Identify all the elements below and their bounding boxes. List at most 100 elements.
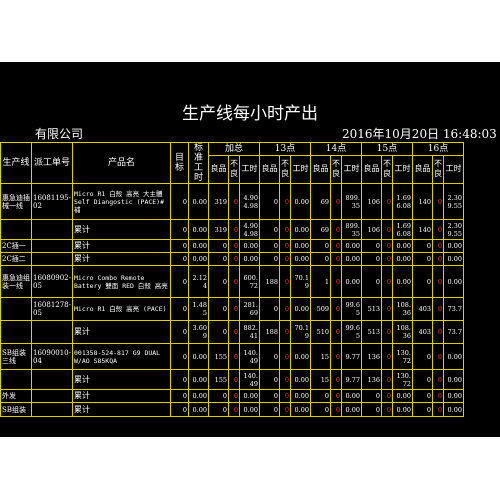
cell-value: 513 [361, 297, 382, 321]
cell-value: 0 [279, 239, 291, 253]
cell-value: 0 [330, 343, 342, 370]
cell-value: 0 [170, 239, 189, 253]
cell-value: 0.00 [443, 252, 464, 266]
cell-value: 0 [330, 320, 342, 344]
cell-value: 69 [310, 219, 331, 240]
cell-value: 0 [279, 297, 291, 321]
cell-value: 0.00 [290, 183, 311, 220]
cell-value: 108. 36 [392, 320, 413, 344]
cell-value: 9.77 [341, 343, 362, 370]
cell-value: 0 [432, 252, 444, 266]
cell-value: 0.00 [188, 343, 209, 370]
cell-value: 0 [361, 239, 382, 253]
cell-value: 0 [381, 265, 393, 298]
cell-value: 0.00 [239, 389, 260, 403]
sub-header-hours: 工时 [392, 154, 413, 185]
cell-product: Micro R1 白殼 高亮 (PACE) [72, 297, 171, 321]
cell-value: 0 [432, 320, 444, 344]
sub-header-row: 良品 不良 工时 良品 不良 工时 良品 不良 工时 良品 不良 工时 良品 不良 工时 [1, 154, 464, 185]
cell-value: 0.00 [188, 369, 209, 390]
cell-value: 15 [310, 369, 331, 390]
cell-value: 0.00 [443, 389, 464, 403]
sub-header-bad: 不良 [381, 154, 393, 185]
cell-value: 0 [208, 239, 229, 253]
cell-value: 1.48 5 [188, 297, 209, 321]
cell-value: 0 [170, 252, 189, 266]
sub-header-good: 良品 [361, 154, 382, 185]
cell-value: 0 [361, 252, 382, 266]
cell-value: 0 [259, 219, 280, 240]
cell-value: 0.00 [239, 402, 260, 417]
cell-value: 0 [228, 219, 240, 240]
cell-value: 0 [432, 402, 444, 417]
cell-value: 0.00 [392, 239, 413, 253]
cell-value: 0 [330, 219, 342, 240]
sub-header-good: 良品 [208, 154, 229, 185]
cell-value: 0.00 [188, 219, 209, 240]
cell-value: 0 [432, 389, 444, 403]
sub-header-hours: 工时 [239, 154, 260, 185]
cell-product: Micro R1 白殼 高亮 大主體 Self Diangostic (PACE… [72, 183, 171, 220]
sub-header-good: 良品 [310, 154, 331, 185]
sub-header-good: 良品 [412, 154, 433, 185]
sub-header-hours: 工时 [290, 154, 311, 185]
cell-value: 0.00 [443, 369, 464, 390]
cell-value: 0.00 [188, 252, 209, 266]
header-line: 生产线 [0, 142, 32, 184]
cell-value: 0.00 [290, 252, 311, 266]
cell-value: 0 [208, 389, 229, 403]
cell-value: 0 [412, 369, 433, 390]
cell-value: 0 [228, 343, 240, 370]
cell-value: 0 [279, 402, 291, 417]
table-row: 惠急迪组装一线 16080902-05 Micro Combo Remote Bat… [0, 265, 464, 298]
cell-value: 0.00 [443, 343, 464, 370]
cell-value: 0 [228, 252, 240, 266]
cell-value: 0 [381, 183, 393, 220]
cell-value: 0.00 [290, 343, 311, 370]
cell-product: 累计 [72, 402, 171, 417]
cell-order [31, 402, 73, 417]
cell-value: 0 [170, 183, 189, 220]
cell-value: 0 [330, 402, 342, 417]
header-group-13: 13点 [259, 142, 311, 156]
cell-line: 外发 [0, 389, 32, 403]
cell-value: 403 [412, 320, 433, 344]
cell-line: 2C插二 [0, 252, 32, 266]
cell-value: 99.6 5 [341, 320, 362, 344]
header-target: 目标 [170, 142, 189, 184]
cell-product: 累计 [72, 219, 171, 240]
cell-value: 69 [310, 183, 331, 220]
cell-value: 0.00 [290, 219, 311, 240]
cell-value: 4.90 4.98 [239, 219, 260, 240]
cell-value: 509 [310, 297, 331, 321]
table-body: 惠急迪插械一线 16081195-02 Micro R1 白殼 高亮 大主體 Sel… [0, 183, 464, 417]
sub-header-bad: 不良 [279, 154, 291, 185]
cell-order [31, 389, 73, 403]
sub-header-hours: 工时 [341, 154, 362, 185]
cell-line: 惠急迪组装一线 [0, 265, 32, 298]
cell-value: 0.00 [392, 389, 413, 403]
cell-value: 0 [208, 402, 229, 417]
cell-value: 140. 49 [239, 369, 260, 390]
cell-value: 0 [228, 183, 240, 220]
hourly-output-table: 生产线 派工单号 产品名 目标 标准工时 加总 13点 14点 15点 16点 … [0, 142, 464, 417]
table-row: 惠急迪插械一线 16081195-02 Micro R1 白殼 高亮 大主體 Sel… [0, 183, 464, 220]
table-row: 累计 0 0.00 319 0 4.90 4.98 0 0 0.00 69 0 899. 35 106 0… [0, 219, 464, 240]
cell-value: 99.6 5 [341, 297, 362, 321]
cell-value: 0 [228, 239, 240, 253]
cell-value: 0 [279, 389, 291, 403]
cell-value: 0 [381, 297, 393, 321]
cell-value: 1.69 6.08 [392, 183, 413, 220]
cell-value: 0.00 [290, 389, 311, 403]
cell-value: 0 [279, 369, 291, 390]
cell-value: 155 [208, 343, 229, 370]
cell-value: 0.00 [188, 239, 209, 253]
cell-value: 0.00 [239, 252, 260, 266]
cell-value: 0 [412, 343, 433, 370]
cell-order [31, 219, 73, 240]
cell-value: 0 [432, 343, 444, 370]
cell-value: 899. 35 [341, 219, 362, 240]
cell-value: 0 [170, 320, 189, 344]
cell-value: 0 [259, 183, 280, 220]
cell-value: 73.7 [443, 297, 464, 321]
